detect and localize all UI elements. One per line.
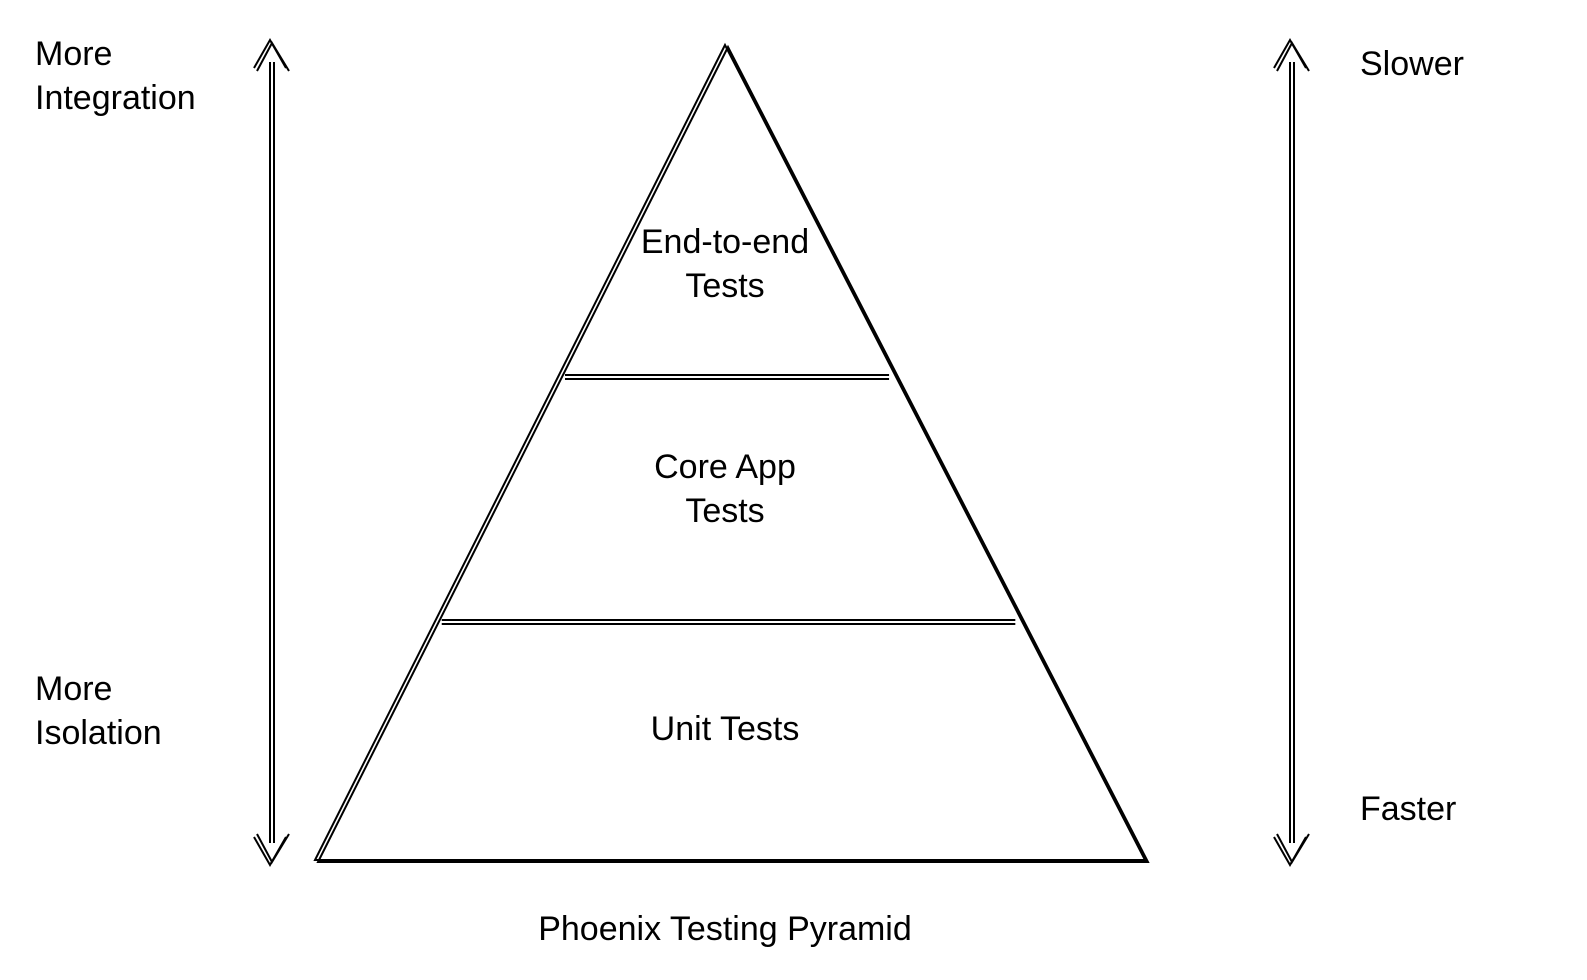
left-axis-bottom-label-1: More xyxy=(35,670,112,708)
left-axis-bottom-label-2: Isolation xyxy=(35,714,162,752)
right-axis-bottom-label: Faster xyxy=(1360,790,1456,828)
left-axis-top-label-2: Integration xyxy=(35,79,196,117)
tier-bottom-label: Unit Tests xyxy=(651,710,800,748)
right-axis-arrow xyxy=(1274,40,1309,865)
testing-pyramid-diagram: End-to-end Tests Core App Tests Unit Tes… xyxy=(0,0,1587,980)
tier-middle-label-1: Core App xyxy=(654,448,796,486)
left-axis-top-label-1: More xyxy=(35,35,112,73)
pyramid-tiers: End-to-end Tests Core App Tests Unit Tes… xyxy=(641,223,809,748)
tier-top-label-2: Tests xyxy=(685,267,764,305)
right-axis-top-label: Slower xyxy=(1360,45,1464,83)
tier-middle-label-2: Tests xyxy=(685,492,764,530)
diagram-title: Phoenix Testing Pyramid xyxy=(538,910,912,948)
tier-top-label-1: End-to-end xyxy=(641,223,809,261)
left-axis-arrow xyxy=(254,40,289,865)
